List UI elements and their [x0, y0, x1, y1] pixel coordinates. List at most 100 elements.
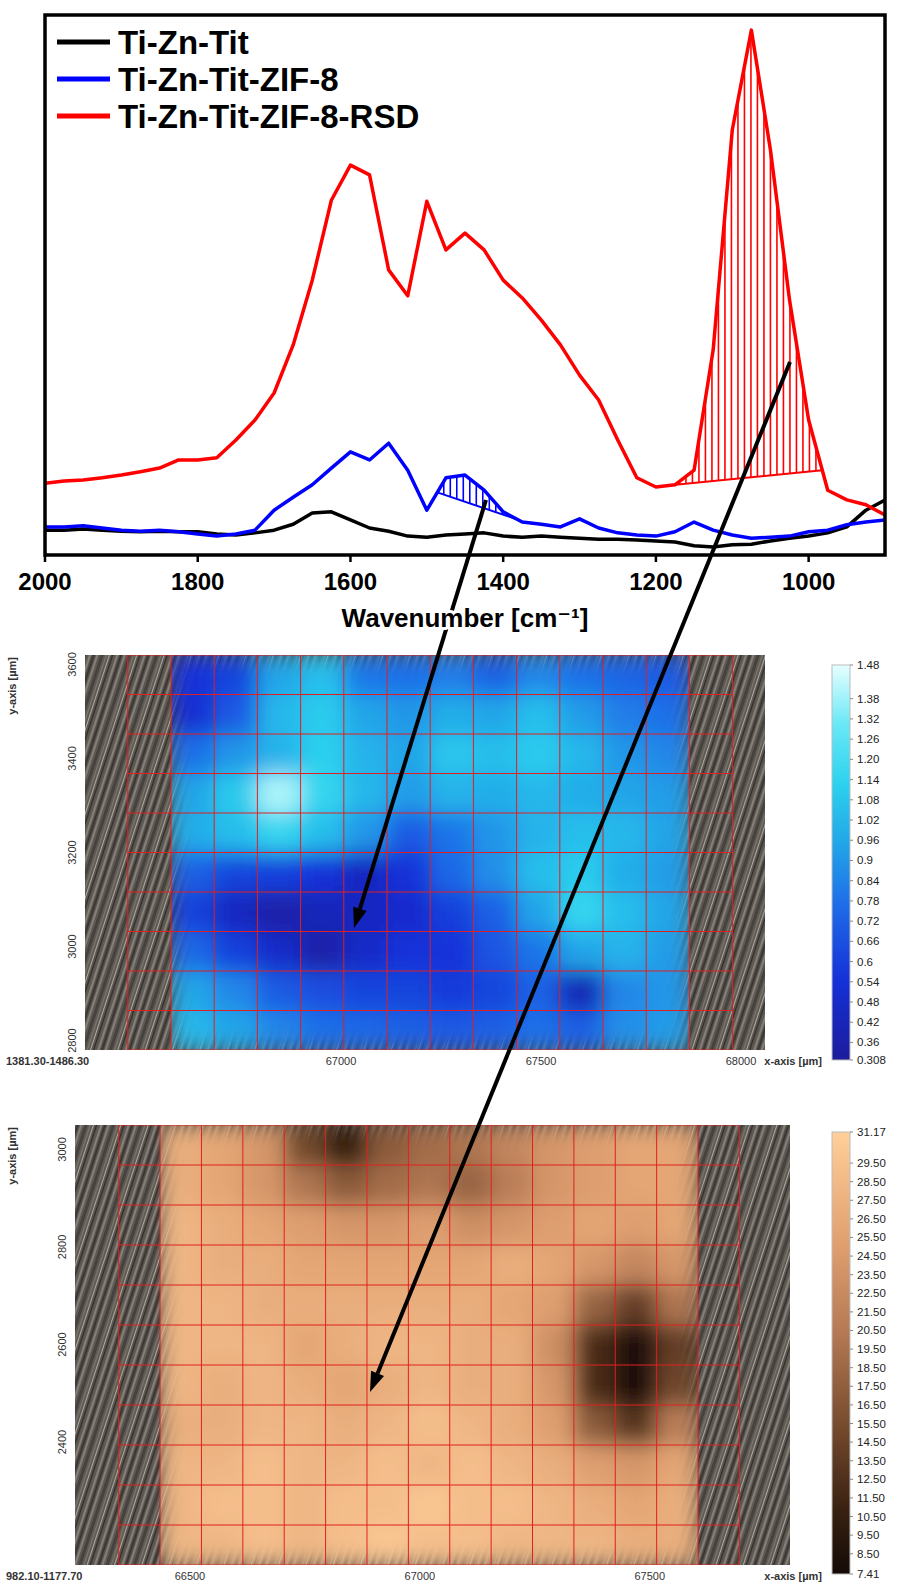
grid-line: [119, 1525, 740, 1526]
heat-cell: [243, 1525, 285, 1565]
colorbar-tick: [850, 1181, 853, 1182]
map-area: [85, 655, 765, 1050]
heat-cell: [574, 1285, 616, 1326]
heat-cell: [243, 1245, 285, 1286]
colorbar-tick: [850, 1553, 853, 1554]
heat-cell: [301, 655, 345, 695]
heat-cell: [326, 1165, 368, 1206]
grid-line: [160, 1125, 161, 1565]
heat-cell: [560, 774, 604, 814]
heat-cell: [657, 1245, 698, 1286]
heat-cell: [171, 813, 215, 853]
heat-cell: [243, 1125, 285, 1166]
heat-cell: [473, 853, 517, 893]
heat-cell: [257, 695, 301, 735]
heat-cell: [326, 1525, 368, 1565]
heat-cell: [615, 1245, 657, 1286]
heat-cell: [201, 1205, 243, 1246]
grid-line: [128, 773, 733, 774]
hatch-line: [456, 476, 458, 499]
colorbar-label: 19.50: [857, 1343, 886, 1355]
heat-cell: [160, 1405, 202, 1446]
colorbar-tick: [850, 1330, 853, 1331]
colorbar-label: 8.50: [857, 1548, 879, 1560]
colorbar-label: 26.50: [857, 1213, 886, 1225]
heat-cell: [243, 1445, 285, 1486]
colorbar-tick: [850, 779, 853, 780]
heat-cell: [615, 1205, 657, 1246]
heat-cell: [387, 971, 431, 1011]
heat-cell: [284, 1525, 326, 1565]
legend-label: Ti-Zn-Tit-ZIF-8-RSD: [118, 98, 419, 135]
heat-cell: [257, 892, 301, 932]
x-tick-label: 67500: [526, 1055, 557, 1067]
heat-cell: [387, 1011, 431, 1051]
heat-cell: [171, 774, 215, 814]
heat-cell: [243, 1325, 285, 1366]
colorbar-label: 1.48: [857, 659, 879, 671]
heat-cell: [450, 1285, 492, 1326]
plot-area: [45, 30, 885, 547]
x-tick: [807, 555, 810, 562]
colorbar-label: 15.50: [857, 1418, 886, 1430]
grid-line: [408, 1125, 409, 1565]
microscope-image: [75, 1125, 790, 1565]
hatch-line: [750, 32, 752, 477]
y-tick-label: 2600: [56, 1332, 68, 1356]
hatch-line: [449, 477, 451, 497]
heat-cell: [615, 1325, 657, 1366]
heat-cell: [603, 813, 647, 853]
colorbar-label: 13.50: [857, 1455, 886, 1467]
grid-line: [615, 1125, 616, 1565]
heat-cell: [326, 1125, 368, 1166]
heat-cell: [450, 1445, 492, 1486]
heat-cell: [301, 932, 345, 972]
colorbar-tick: [850, 1218, 853, 1219]
colorbar-label: 18.50: [857, 1362, 886, 1374]
colorbar-tick: [850, 718, 853, 719]
heat-cell: [615, 1485, 657, 1526]
heat-cell: [284, 1405, 326, 1446]
heat-cell: [430, 1011, 474, 1051]
heat-cell: [491, 1285, 533, 1326]
heat-cell: [326, 1205, 368, 1246]
heat-cell: [257, 813, 301, 853]
heat-cell: [473, 932, 517, 972]
heat-cell: [171, 655, 215, 695]
colorbar-tick: [850, 1293, 853, 1294]
colorbar-label: 31.17: [857, 1126, 886, 1138]
heat-cell: [160, 1325, 202, 1366]
heat-cell: [657, 1445, 698, 1486]
heat-cell: [257, 1011, 301, 1051]
heat-cell: [615, 1525, 657, 1565]
colorbar-label: 9.50: [857, 1529, 879, 1541]
hatch-line: [757, 68, 759, 476]
colorbar-label: 1.08: [857, 794, 879, 806]
heat-cell: [646, 971, 689, 1011]
heat-cell: [243, 1285, 285, 1326]
heat-cell: [326, 1485, 368, 1526]
x-tick-label: 1800: [171, 568, 224, 595]
heat-cell: [160, 1285, 202, 1326]
grid-line: [201, 1125, 202, 1565]
colorbar-label: 24.50: [857, 1250, 886, 1262]
heat-cell: [284, 1365, 326, 1406]
heat-cell: [473, 971, 517, 1011]
grid-line: [128, 971, 733, 972]
heat-cell: [243, 1365, 285, 1406]
heat-cell: [367, 1525, 409, 1565]
heat-cell: [646, 892, 689, 932]
y-tick-label: 2800: [66, 1028, 78, 1052]
heat-cell: [171, 853, 215, 893]
map-caption: 982.10-1177.70: [6, 1570, 82, 1582]
heat-cell: [491, 1485, 533, 1526]
connector-arrow: [353, 500, 486, 928]
x-axis-title: x-axis [µm]: [764, 1570, 822, 1582]
heat-cell: [214, 813, 258, 853]
heat-cell: [450, 1405, 492, 1446]
grid-line: [119, 1165, 740, 1166]
grid-line: [119, 1405, 740, 1406]
heat-cell: [408, 1285, 450, 1326]
grid-line: [128, 734, 733, 735]
heat-cell: [301, 813, 345, 853]
